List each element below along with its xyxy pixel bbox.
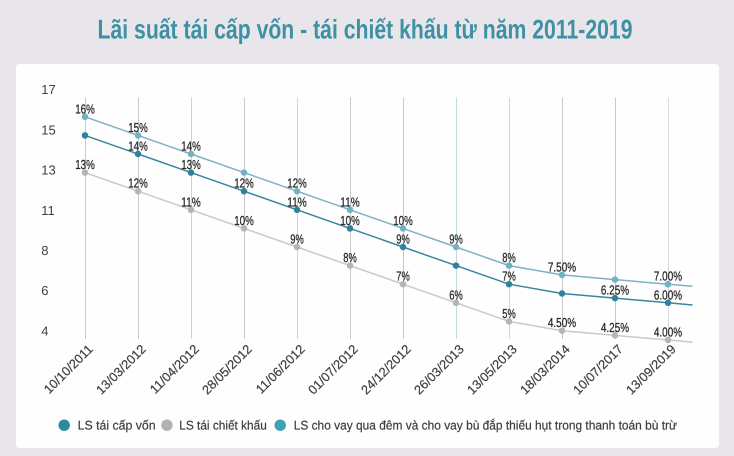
svg-text:13/09/2019: 13/09/2019 <box>623 341 679 397</box>
svg-text:13%: 13% <box>75 157 95 172</box>
svg-text:11/06/2012: 11/06/2012 <box>253 341 308 396</box>
svg-text:8%: 8% <box>502 250 516 265</box>
svg-text:12%: 12% <box>234 176 254 191</box>
svg-text:12%: 12% <box>287 176 307 191</box>
svg-text:Lãi suất tái cấp vốn - tái chi: Lãi suất tái cấp vốn - tái chiết khấu từ… <box>98 15 633 45</box>
svg-text:7.00%: 7.00% <box>654 269 683 284</box>
svg-text:01/07/2012: 01/07/2012 <box>305 341 361 397</box>
svg-text:7.50%: 7.50% <box>548 259 577 274</box>
svg-text:4.25%: 4.25% <box>601 320 630 335</box>
svg-text:LS tái cấp vốn: LS tái cấp vốn <box>78 419 156 433</box>
svg-text:11%: 11% <box>181 194 201 209</box>
svg-text:4.00%: 4.00% <box>654 325 683 340</box>
svg-text:11: 11 <box>41 203 55 218</box>
svg-text:13/03/2012: 13/03/2012 <box>93 341 149 397</box>
svg-text:4: 4 <box>41 323 48 338</box>
svg-text:14%: 14% <box>128 139 148 154</box>
svg-text:11%: 11% <box>287 194 307 209</box>
svg-text:9%: 9% <box>396 232 410 247</box>
svg-text:4.50%: 4.50% <box>548 315 577 330</box>
svg-text:24/12/2012: 24/12/2012 <box>358 341 414 397</box>
svg-text:17: 17 <box>41 82 55 97</box>
svg-text:10%: 10% <box>340 213 360 228</box>
svg-text:18/03/2014: 18/03/2014 <box>517 341 573 397</box>
svg-text:7%: 7% <box>502 269 516 284</box>
svg-text:9%: 9% <box>290 232 304 247</box>
svg-text:8: 8 <box>41 243 48 258</box>
svg-text:10/10/2011: 10/10/2011 <box>41 341 96 396</box>
svg-text:6%: 6% <box>449 287 463 302</box>
svg-text:10%: 10% <box>234 213 254 228</box>
svg-text:13%: 13% <box>181 157 201 172</box>
svg-text:11/04/2012: 11/04/2012 <box>147 341 202 396</box>
svg-text:26/03/2013: 26/03/2013 <box>411 341 467 397</box>
svg-text:7%: 7% <box>396 269 410 284</box>
svg-text:5%: 5% <box>502 306 516 321</box>
svg-text:10/07/2017: 10/07/2017 <box>570 341 626 397</box>
svg-text:9%: 9% <box>449 232 463 247</box>
svg-text:13: 13 <box>41 163 55 178</box>
svg-text:8%: 8% <box>343 250 357 265</box>
svg-text:6.00%: 6.00% <box>654 287 683 302</box>
svg-text:11%: 11% <box>340 194 360 209</box>
svg-text:15: 15 <box>41 122 55 137</box>
svg-text:28/05/2012: 28/05/2012 <box>199 341 255 397</box>
svg-text:6: 6 <box>41 283 48 298</box>
svg-text:6.25%: 6.25% <box>601 283 630 298</box>
svg-text:16%: 16% <box>75 101 95 116</box>
svg-text:13/05/2013: 13/05/2013 <box>464 341 520 397</box>
svg-text:14%: 14% <box>181 139 201 154</box>
svg-text:LS cho vay qua đêm và cho vay: LS cho vay qua đêm và cho vay bù đắp thi… <box>294 419 677 433</box>
svg-text:15%: 15% <box>128 120 148 135</box>
svg-text:10%: 10% <box>393 213 413 228</box>
svg-text:LS tái chiết khấu: LS tái chiết khấu <box>179 419 267 433</box>
svg-text:12%: 12% <box>128 176 148 191</box>
